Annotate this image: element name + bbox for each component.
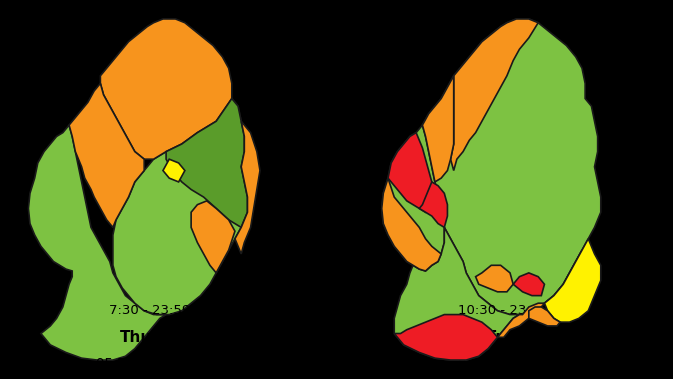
Polygon shape xyxy=(388,133,432,212)
Text: Friday: Friday xyxy=(487,330,540,345)
Polygon shape xyxy=(497,303,544,337)
Polygon shape xyxy=(69,83,144,227)
Polygon shape xyxy=(382,125,444,271)
Polygon shape xyxy=(423,76,454,182)
Polygon shape xyxy=(163,159,185,182)
Polygon shape xyxy=(28,125,166,360)
Polygon shape xyxy=(166,99,248,227)
Polygon shape xyxy=(544,250,582,303)
Polygon shape xyxy=(394,227,520,360)
Polygon shape xyxy=(476,265,513,292)
Text: 10:30 - 23:59hrs: 10:30 - 23:59hrs xyxy=(458,304,569,317)
Text: 7:30 - 23:59hrs: 7:30 - 23:59hrs xyxy=(109,304,211,317)
Polygon shape xyxy=(529,307,560,326)
Polygon shape xyxy=(513,273,544,296)
Polygon shape xyxy=(235,121,260,254)
Text: 03 January 2014: 03 January 2014 xyxy=(458,357,568,370)
Polygon shape xyxy=(100,19,232,159)
Polygon shape xyxy=(382,178,441,271)
Polygon shape xyxy=(394,315,497,360)
Polygon shape xyxy=(191,201,235,273)
Polygon shape xyxy=(451,19,538,171)
Polygon shape xyxy=(419,182,448,227)
Polygon shape xyxy=(113,99,248,315)
Text: Thursday: Thursday xyxy=(120,330,199,345)
Polygon shape xyxy=(423,19,601,315)
Text: 05 December 2013: 05 December 2013 xyxy=(96,357,224,370)
Polygon shape xyxy=(544,239,601,322)
